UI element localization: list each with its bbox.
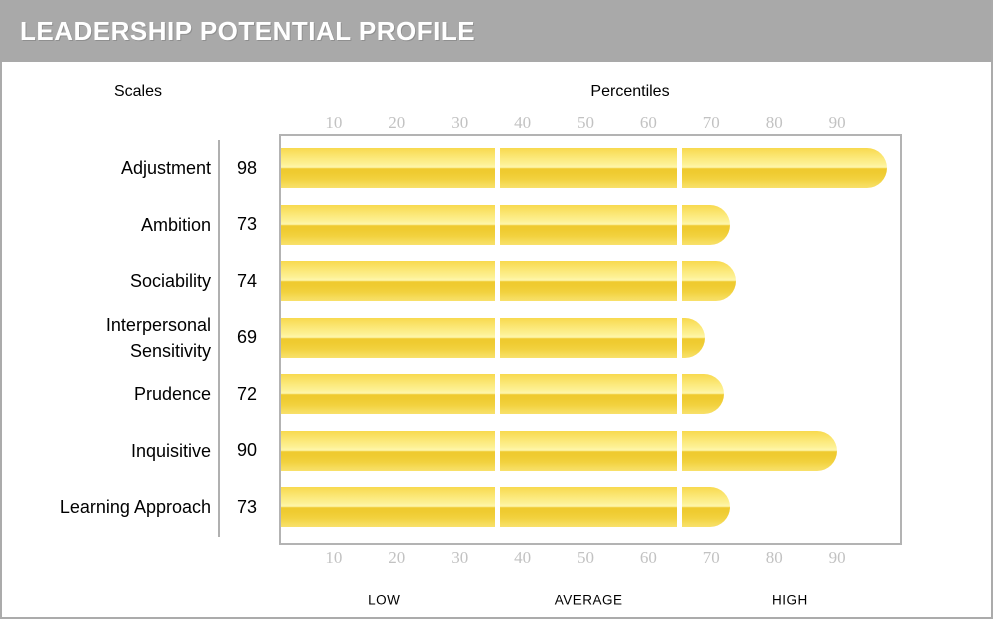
scale-value: 98 xyxy=(236,157,258,178)
x-axis-tick-top: 90 xyxy=(828,113,846,132)
bar-segment-gap xyxy=(677,486,683,528)
x-axis-tick-top: 80 xyxy=(765,113,783,132)
x-axis-tick-bottom: 30 xyxy=(451,548,469,567)
band-label-average: AVERAGE xyxy=(554,592,623,608)
bar-segment-gap xyxy=(494,486,500,528)
x-axis-tick-top: 70 xyxy=(702,113,720,132)
bar-segment-gap xyxy=(677,373,683,415)
band-label-high: HIGH xyxy=(772,592,808,608)
x-axis-tick-bottom: 10 xyxy=(325,548,343,567)
bar-segment-gap xyxy=(677,147,683,189)
scale-value: 73 xyxy=(236,496,258,517)
x-axis-tick-bottom: 50 xyxy=(577,548,594,567)
scale-value: 90 xyxy=(236,440,258,460)
bar-segment-gap xyxy=(677,429,683,472)
x-axis-tick-top: 50 xyxy=(577,113,594,132)
scale-label: Ambition xyxy=(140,214,211,235)
scale-label: Sociability xyxy=(129,271,211,291)
x-axis-tick-top: 10 xyxy=(325,113,343,132)
bar-segment-gap xyxy=(677,316,683,359)
bar-segment-gap xyxy=(677,260,683,302)
bar-segment-gap xyxy=(494,203,500,246)
x-axis-tick-bottom: 80 xyxy=(765,548,783,567)
scale-value: 74 xyxy=(236,270,258,291)
x-axis-tick-bottom: 70 xyxy=(702,548,720,567)
x-axis-tick-top: 60 xyxy=(639,113,657,132)
scale-value: 73 xyxy=(236,214,258,234)
bar-segment-gap xyxy=(494,429,500,472)
x-axis-tick-top: 20 xyxy=(388,113,406,132)
bar-segment-gap xyxy=(677,203,683,246)
title-bar: LEADERSHIP POTENTIAL PROFILE xyxy=(0,0,991,62)
scale-label: Inquisitive xyxy=(130,440,211,461)
bar-segment-gap xyxy=(494,260,500,302)
scale-label: Interpersonal Sensitivity xyxy=(105,314,211,361)
percentile-bar xyxy=(281,147,888,189)
bar-segment-gap xyxy=(494,316,500,359)
x-axis-tick-bottom: 40 xyxy=(514,548,532,567)
scale-value: 72 xyxy=(236,383,258,404)
percentile-bar xyxy=(281,486,731,528)
bar-segment-gap xyxy=(494,147,500,189)
percentile-bar xyxy=(281,260,737,302)
x-axis-tick-bottom: 20 xyxy=(388,548,406,567)
scale-label: Learning Approach xyxy=(59,497,211,517)
band-label-low: LOW xyxy=(368,592,401,608)
x-axis-tick-top: 40 xyxy=(514,113,532,132)
percentiles-column-header: Percentiles xyxy=(590,83,670,100)
x-axis-tick-top: 30 xyxy=(451,113,469,132)
scale-label: Prudence xyxy=(133,384,211,404)
x-axis-tick-bottom: 90 xyxy=(828,548,846,567)
percentile-bar xyxy=(281,373,724,415)
scales-column-header: Scales xyxy=(113,83,163,100)
percentile-bar xyxy=(281,429,838,472)
scale-value: 69 xyxy=(236,327,258,347)
percentile-bar xyxy=(281,203,731,246)
bar-segment-gap xyxy=(494,373,500,415)
label-value-separator-line xyxy=(218,140,220,537)
x-axis-tick-bottom: 60 xyxy=(639,548,657,567)
scale-label: Adjustment xyxy=(120,158,211,178)
page-title: LEADERSHIP POTENTIAL PROFILE xyxy=(20,15,476,46)
percentile-bar xyxy=(281,316,705,359)
